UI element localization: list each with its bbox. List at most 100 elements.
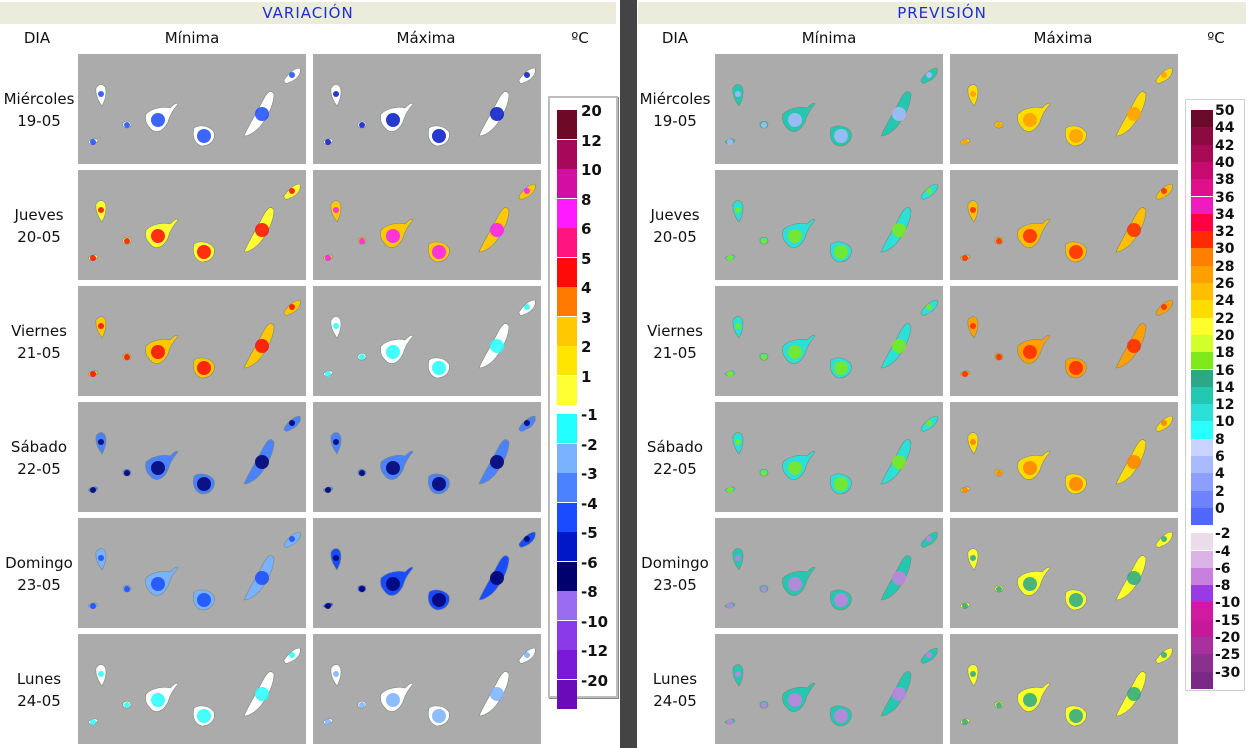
variation-day-name: Viernes [11, 322, 67, 340]
variation-min-map[interactable] [78, 54, 306, 164]
forecast-legend-label: -2 [1215, 526, 1231, 543]
island-tenerife [145, 450, 179, 480]
forecast-legend-label: 26 [1215, 276, 1235, 292]
island-tenerife [1017, 102, 1051, 132]
island-gran-canaria [427, 125, 450, 147]
forecast-legend-swatch [1191, 127, 1213, 145]
forecast-max-map[interactable] [950, 286, 1178, 396]
variation-max-map[interactable] [313, 170, 541, 280]
forecast-legend-label: 34 [1215, 206, 1235, 223]
forecast-min-map[interactable] [715, 54, 943, 164]
island-el-hierro [322, 254, 334, 261]
island-el-hierro [87, 138, 99, 145]
island-lanzarote [1155, 67, 1173, 84]
forecast-legend-label: 50 [1215, 103, 1235, 119]
island-fuerteventura [880, 323, 912, 369]
forecast-legend-swatch [1191, 231, 1213, 249]
variation-min-map[interactable] [78, 170, 306, 280]
forecast-max-header: Máxima [1033, 29, 1093, 47]
variation-day-name: Jueves [14, 206, 64, 224]
forecast-min-map[interactable] [715, 286, 943, 396]
island-el-hierro [959, 602, 971, 609]
island-el-hierro [724, 718, 736, 725]
variation-day-label: Jueves 20-05 [0, 204, 78, 248]
island-la-gomera [122, 120, 132, 129]
forecast-legend-swatch [1191, 144, 1213, 162]
island-la-palma [967, 664, 979, 687]
island-lanzarote [283, 67, 301, 84]
forecast-legend-label: -20 [1215, 630, 1241, 646]
island-la-palma [95, 200, 107, 223]
island-fuerteventura [243, 207, 275, 253]
island-el-hierro [724, 486, 736, 493]
variation-legend-label: 2 [581, 338, 592, 356]
island-el-hierro [724, 602, 736, 609]
island-tenerife [1017, 682, 1051, 712]
variation-min-map[interactable] [78, 286, 306, 396]
island-la-palma [330, 84, 342, 107]
variation-max-map[interactable] [313, 54, 541, 164]
forecast-day-date: 24-05 [653, 692, 697, 710]
island-la-palma [967, 548, 979, 571]
variation-legend-label: 8 [581, 190, 592, 209]
variation-min-map[interactable] [78, 402, 306, 512]
island-gran-canaria [1064, 473, 1087, 495]
variation-legend-label: 5 [581, 249, 592, 268]
island-la-gomera [357, 120, 367, 129]
island-lanzarote [920, 415, 938, 432]
island-gran-canaria [829, 357, 852, 379]
island-fuerteventura [478, 671, 510, 717]
island-fuerteventura [243, 555, 275, 601]
variation-day-date: 21-05 [17, 344, 61, 362]
forecast-legend-swatch [1191, 507, 1213, 526]
variation-max-map[interactable] [313, 634, 541, 744]
variation-legend-swatch [557, 257, 577, 287]
island-la-palma [95, 432, 107, 455]
island-gran-canaria [1064, 125, 1087, 147]
island-la-palma [95, 316, 107, 339]
island-gran-canaria [192, 125, 215, 147]
forecast-max-map[interactable] [950, 634, 1178, 744]
variation-legend-label: 1 [581, 367, 592, 386]
island-lanzarote [920, 647, 938, 664]
forecast-day-label: Domingo 23-05 [636, 552, 714, 596]
variation-min-map[interactable] [78, 634, 306, 744]
forecast-min-map[interactable] [715, 402, 943, 512]
variation-legend-label: 3 [581, 308, 592, 327]
forecast-min-map[interactable] [715, 634, 943, 744]
island-tenerife [380, 566, 414, 596]
variation-day-date: 22-05 [17, 460, 61, 478]
variation-max-map[interactable] [313, 402, 541, 512]
island-gran-canaria [1064, 357, 1087, 379]
variation-legend-label: -12 [581, 642, 609, 660]
variation-max-map[interactable] [313, 518, 541, 628]
variation-legend-swatch [557, 228, 577, 257]
island-lanzarote [1155, 183, 1173, 200]
variation-day-name: Lunes [16, 670, 62, 688]
forecast-legend-swatch [1191, 421, 1213, 439]
variation-min-header: Mínima [164, 29, 220, 47]
island-fuerteventura [243, 671, 275, 717]
forecast-day-label: Sábado 22-05 [636, 436, 714, 480]
forecast-max-map[interactable] [950, 518, 1178, 628]
island-el-hierro [87, 718, 99, 725]
variation-min-map[interactable] [78, 518, 306, 628]
island-gran-canaria [192, 357, 215, 379]
island-la-gomera [994, 468, 1004, 477]
variation-max-map[interactable] [313, 286, 541, 396]
forecast-legend: 50 44 42 40 38 36 34 32 30 28 26 24 22 20 18 16 14 12 10 8 6… [1185, 99, 1245, 691]
island-fuerteventura [1115, 323, 1147, 369]
island-el-hierro [724, 138, 736, 145]
forecast-max-map[interactable] [950, 54, 1178, 164]
forecast-day-label: Jueves 20-05 [636, 204, 714, 248]
forecast-min-map[interactable] [715, 170, 943, 280]
variation-legend-label: 6 [581, 220, 592, 238]
island-gran-canaria [829, 589, 852, 611]
island-la-gomera [759, 584, 769, 593]
forecast-legend-label: -6 [1215, 560, 1231, 577]
forecast-legend-label: 8 [1215, 431, 1225, 448]
forecast-max-map[interactable] [950, 170, 1178, 280]
forecast-max-map[interactable] [950, 402, 1178, 512]
forecast-min-map[interactable] [715, 518, 943, 628]
forecast-legend-label: -8 [1215, 578, 1231, 595]
